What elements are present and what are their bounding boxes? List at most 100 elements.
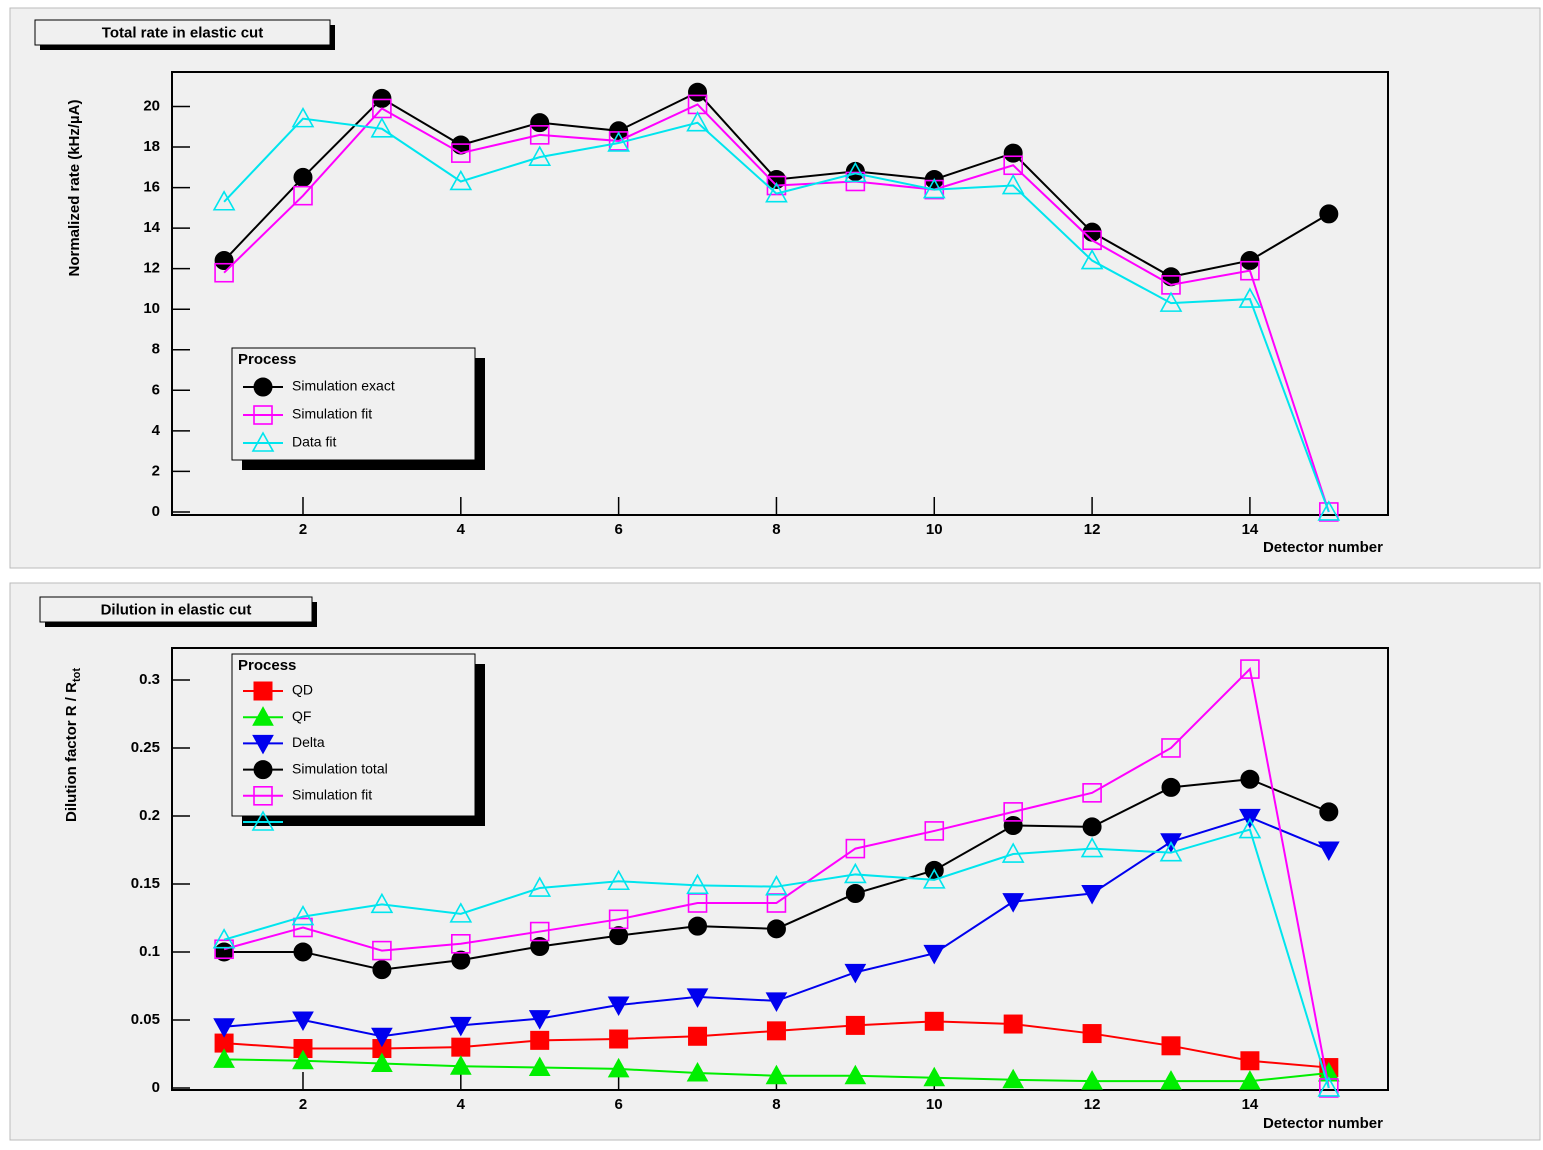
marker — [253, 405, 273, 425]
y-tick-label: 0.1 — [139, 943, 160, 960]
x-tick-label: 6 — [614, 1096, 622, 1113]
marker — [1161, 738, 1181, 758]
marker — [371, 1027, 393, 1048]
marker — [451, 143, 471, 163]
marker — [1317, 841, 1340, 861]
marker — [765, 182, 788, 203]
x-tick-label: 12 — [1084, 1096, 1101, 1113]
y-tick-label: 20 — [143, 97, 160, 114]
marker — [1082, 817, 1102, 837]
marker — [1159, 841, 1183, 862]
x-tick-label: 2 — [299, 1096, 307, 1113]
marker — [252, 734, 274, 755]
marker — [1002, 893, 1025, 913]
marker — [1081, 1070, 1103, 1090]
marker — [528, 1056, 551, 1077]
series-line — [223, 117, 1330, 513]
marker — [370, 117, 394, 138]
marker — [1240, 260, 1260, 281]
marker — [291, 904, 315, 926]
y-tick-label: 16 — [143, 179, 160, 196]
marker — [451, 1037, 471, 1057]
marker — [372, 88, 392, 108]
marker — [449, 1016, 472, 1037]
legend — [231, 347, 476, 461]
marker — [845, 838, 866, 859]
marker — [1080, 248, 1104, 270]
marker — [212, 928, 236, 949]
marker — [449, 902, 473, 923]
marker — [371, 1052, 393, 1072]
marker — [1082, 222, 1102, 242]
marker — [451, 933, 471, 954]
marker — [529, 921, 550, 942]
marker — [528, 1010, 551, 1030]
series-line — [223, 667, 1330, 1089]
y-tick-label: 10 — [143, 300, 160, 317]
marker — [1003, 1014, 1023, 1034]
legend-label: Simulation fit — [292, 787, 372, 803]
marker — [688, 1026, 708, 1046]
marker — [1082, 1024, 1102, 1044]
marker — [1082, 783, 1102, 803]
marker — [528, 876, 552, 897]
title-box — [34, 19, 331, 46]
marker — [1317, 500, 1341, 521]
y-tick-label: 0 — [152, 503, 160, 520]
marker — [686, 873, 709, 895]
chart-title: Dilution in elastic cut — [101, 601, 252, 618]
marker — [686, 111, 709, 132]
marker — [213, 1048, 235, 1068]
marker — [766, 919, 786, 939]
y-tick-label: 0 — [152, 1079, 160, 1096]
legend-label: QD — [292, 682, 313, 698]
marker — [293, 185, 313, 206]
marker — [609, 926, 629, 946]
marker — [253, 377, 273, 397]
legend-title: Process — [238, 657, 296, 674]
marker — [1319, 802, 1339, 822]
marker — [214, 251, 234, 271]
marker — [1319, 204, 1339, 224]
y-tick-label: 2 — [152, 462, 160, 479]
marker — [607, 131, 630, 152]
marker — [370, 892, 394, 914]
marker — [1081, 884, 1103, 905]
pad — [9, 7, 1541, 569]
marker — [1080, 836, 1104, 858]
marker — [1161, 1036, 1181, 1056]
marker — [213, 1018, 235, 1038]
frame — [171, 71, 1389, 516]
x-axis-label: Detector number — [1263, 539, 1383, 556]
marker — [251, 431, 275, 452]
marker — [686, 1061, 709, 1082]
marker — [253, 681, 273, 701]
y-axis-label-main: Normalized rate (kHz/µA) — [66, 99, 83, 276]
x-tick-label: 4 — [457, 1096, 466, 1113]
y-tick-label: 0.25 — [131, 739, 160, 756]
y-tick-label: 0.05 — [131, 1011, 160, 1028]
marker — [1240, 659, 1260, 679]
marker — [1238, 817, 1262, 839]
marker — [922, 177, 946, 199]
series-line — [223, 103, 1330, 513]
marker — [530, 1030, 550, 1050]
x-tick-label: 6 — [614, 521, 622, 538]
marker — [765, 992, 788, 1012]
marker — [449, 169, 473, 191]
x-tick-label: 14 — [1242, 1096, 1259, 1113]
marker — [607, 996, 630, 1017]
marker — [292, 1049, 314, 1070]
y-axis-label: Normalized rate (kHz/µA) — [66, 99, 83, 276]
marker — [923, 1066, 946, 1087]
y-tick-label: 4 — [152, 422, 161, 439]
marker — [845, 1015, 865, 1035]
legend-title: Process — [238, 351, 296, 368]
marker — [530, 937, 550, 957]
legend-label: Simulation fit — [292, 406, 372, 422]
marker — [293, 917, 313, 938]
series-line — [223, 828, 1330, 1089]
marker — [845, 161, 865, 181]
